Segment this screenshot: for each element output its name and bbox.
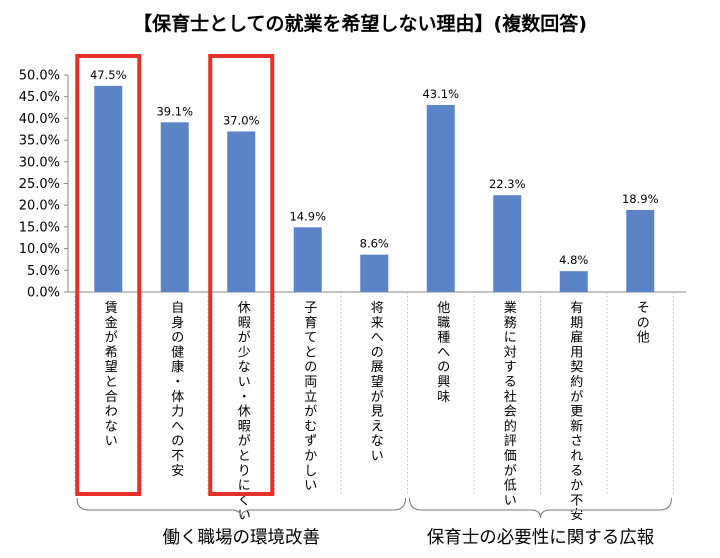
value-label: 43.1% (422, 87, 459, 101)
y-tick-label: 25.0% (19, 177, 60, 192)
category-label: 将来への展望が見えない (371, 301, 384, 464)
y-tick-label: 20.0% (19, 199, 60, 214)
bar (626, 209, 655, 292)
category-label: 自身の健康・体力への不安 (171, 301, 184, 479)
group-brace (409, 497, 672, 519)
value-label: 8.6% (360, 237, 389, 251)
value-label: 22.3% (489, 177, 526, 191)
category-label: 賃金が希望と合わない (105, 301, 118, 449)
category-label: 業務に対する社会的評価が低い (504, 300, 517, 508)
bar (559, 271, 588, 292)
y-tick-label: 15.0% (19, 220, 60, 235)
category-label: 子育てとの両立がむずかしい (304, 301, 317, 494)
chart-title: 【保育士としての就業を希望しない理由】(複数回答) (133, 12, 587, 35)
y-tick-label: 10.0% (19, 242, 60, 257)
bar (160, 122, 189, 292)
bar (94, 85, 123, 292)
value-label: 47.5% (90, 68, 127, 82)
y-tick-label: 0.0% (27, 286, 60, 301)
bar (293, 227, 322, 292)
value-label: 39.1% (156, 104, 193, 118)
value-label: 14.9% (289, 209, 326, 223)
bar (426, 104, 455, 292)
group-label: 保育士の必要性に関する広報 (427, 528, 655, 548)
y-tick-label: 40.0% (19, 112, 60, 127)
value-label: 37.0% (223, 113, 260, 127)
bar (493, 195, 522, 292)
group-brace (76, 497, 406, 519)
y-tick-label: 35.0% (19, 134, 60, 149)
highlight-box (208, 54, 275, 496)
category-label: 休暇が少ない・休暇がとりにくい (238, 301, 251, 523)
category-label: 有期雇用契約が更新されるか不安 (570, 301, 583, 523)
category-label: 他職種への興味 (437, 301, 450, 405)
y-tick-label: 50.0% (19, 69, 60, 84)
group-label: 働く職場の環境改善 (163, 528, 321, 548)
y-tick-label: 5.0% (27, 264, 60, 279)
y-tick-label: 45.0% (19, 90, 60, 105)
category-label: その他 (637, 301, 650, 346)
y-tick-label: 30.0% (19, 155, 60, 170)
highlight-box (75, 54, 142, 496)
bar (227, 131, 256, 292)
value-label: 18.9% (622, 192, 659, 206)
bar (360, 254, 389, 292)
value-label: 4.8% (559, 253, 588, 267)
